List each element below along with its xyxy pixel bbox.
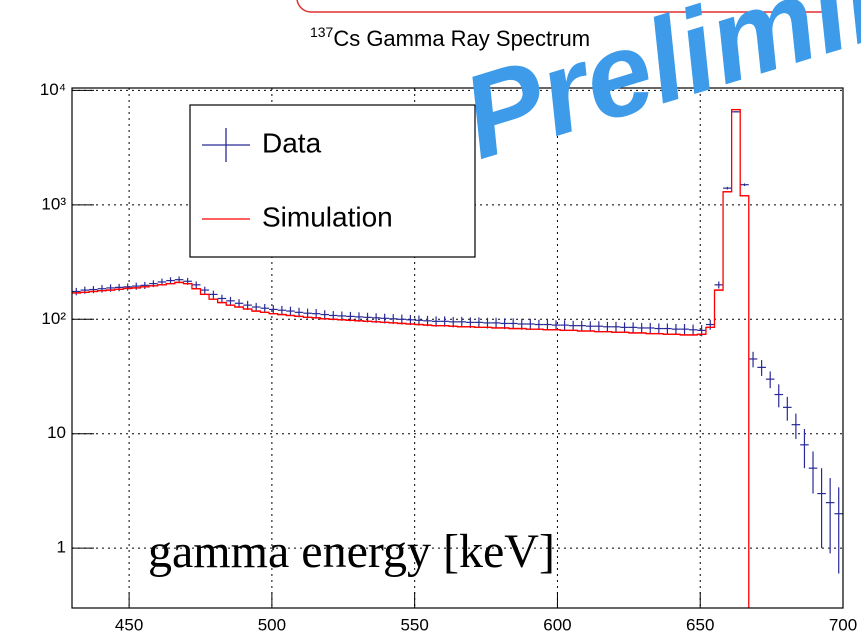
plot-area: [72, 108, 843, 608]
sim-outline: [72, 108, 750, 608]
legend-label: Data: [262, 127, 322, 158]
y-tick-label: 10³: [41, 194, 66, 213]
y-tick-label: 10: [47, 423, 66, 442]
legend-label: Simulation: [262, 201, 393, 232]
y-tick-label: 10⁴: [40, 80, 66, 99]
x-axis-label: gamma energy [keV]: [148, 525, 555, 578]
y-tick-label: 10²: [41, 309, 66, 328]
title-text: Cs Gamma Ray Spectrum: [333, 26, 590, 51]
chart-title: 137Cs Gamma Ray Spectrum: [310, 24, 590, 51]
y-tick-label: 1: [57, 538, 66, 557]
legend: [189, 104, 476, 258]
grid: [72, 88, 844, 608]
axes: 1 10 10² 10³ 10⁴ 450 500 550 600 650 700: [40, 80, 857, 635]
badge-frame: [296, 0, 836, 13]
x-tick-label: 650: [686, 615, 714, 634]
title-superscript: 137: [310, 24, 334, 40]
x-tick-label: 700: [829, 615, 857, 634]
x-tick-label: 600: [543, 615, 571, 634]
x-tick-label: 500: [258, 615, 286, 634]
frame: [71, 87, 844, 609]
x-tick-label: 450: [115, 615, 143, 634]
x-tick-label: 550: [400, 615, 428, 634]
